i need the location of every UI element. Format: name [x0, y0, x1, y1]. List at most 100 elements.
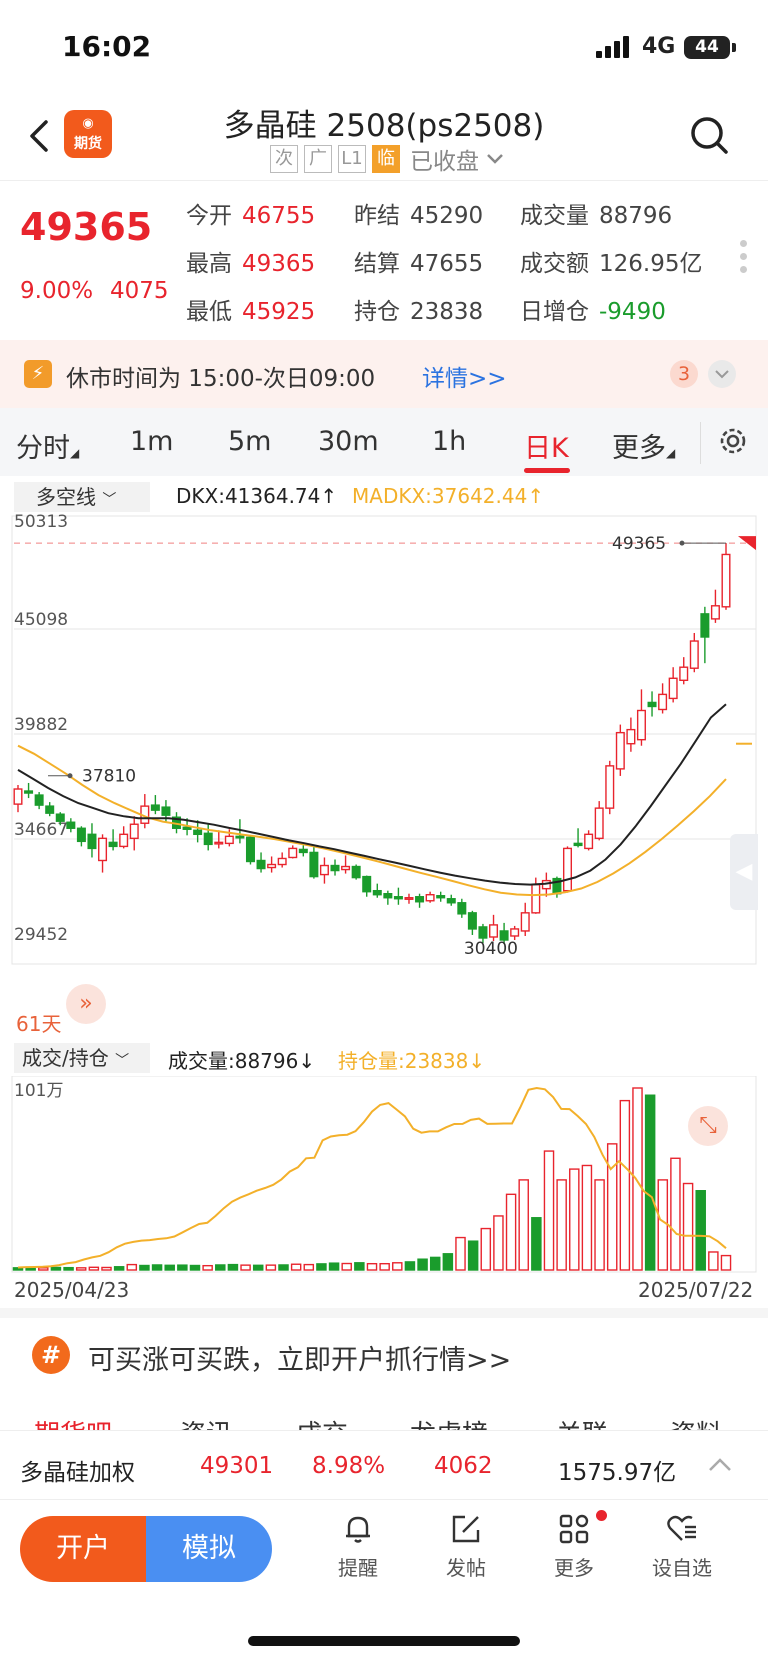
tab-timeshare[interactable]: 分时◢: [16, 426, 79, 465]
y-tick-label: 45098: [14, 610, 68, 630]
chevron-up-icon[interactable]: [706, 1453, 734, 1477]
tag-l1: L1: [338, 145, 366, 173]
volume-chart[interactable]: 101万: [0, 1076, 768, 1276]
chevron-down-icon[interactable]: [708, 360, 736, 388]
volume-bar: [290, 1263, 302, 1271]
tab-30m[interactable]: 30m: [318, 426, 379, 457]
volume-bar: [303, 1263, 315, 1271]
gear-icon[interactable]: [716, 424, 750, 458]
candle-body: [467, 912, 477, 930]
nav-alert[interactable]: 提醒: [318, 1512, 398, 1581]
futures-logo: ◉ 期货: [64, 110, 112, 158]
indicator-selector[interactable]: 多空线 ﹀: [14, 482, 150, 512]
logo-mark-icon: ◉: [82, 116, 94, 131]
candle-body: [404, 897, 414, 900]
volume-selector[interactable]: 成交/持仓 ﹀: [14, 1043, 150, 1073]
candle-body: [584, 833, 594, 850]
tab-separator: [700, 422, 701, 464]
candle-body: [415, 896, 425, 903]
open-account-button[interactable]: 开户: [20, 1516, 146, 1582]
tab-1m[interactable]: 1m: [130, 426, 174, 457]
candle-body: [119, 833, 129, 848]
candle-body: [193, 829, 203, 836]
nav-label: 更多: [554, 1556, 594, 1580]
side-panel-handle[interactable]: ◀: [730, 834, 758, 910]
quote-value: 126.95亿: [599, 251, 703, 277]
tab-profile[interactable]: 资料: [670, 1414, 722, 1430]
candle-body: [351, 865, 361, 879]
volume-frame: [11, 1076, 757, 1273]
tab-news[interactable]: 资讯: [180, 1414, 232, 1430]
quote-value: 47655: [410, 251, 484, 277]
volume-bar: [720, 1254, 732, 1271]
change-amount: 4075: [110, 278, 169, 304]
network-type: 4G: [642, 34, 676, 59]
last-price-label: 49365: [612, 534, 666, 554]
last-price-pointer-dot: [679, 540, 685, 546]
candle-body: [689, 640, 699, 669]
volume-bar: [531, 1217, 542, 1271]
tab-dragon-tiger[interactable]: 龙虎榜: [410, 1414, 488, 1430]
quote-value: -9490: [599, 299, 666, 325]
volume-bar: [151, 1264, 163, 1271]
tab-related[interactable]: 关联: [556, 1414, 608, 1430]
promo-open-account-link[interactable]: 可买涨可买跌，立即开户抓行情>>: [88, 1345, 512, 1376]
quote-label: 结算: [354, 251, 400, 277]
volume-bar: [38, 1267, 49, 1271]
section-divider: [0, 1308, 768, 1318]
candle-body: [214, 841, 224, 845]
expand-arrows-icon[interactable]: »: [66, 984, 106, 1024]
nav-more[interactable]: 更多: [534, 1510, 614, 1581]
notice-details-link[interactable]: 详情>>: [422, 366, 507, 392]
candlestick-chart[interactable]: 50313 45098 39882 34667 29452 49365 37810 30400: [0, 514, 768, 1034]
volume-bar: [63, 1266, 74, 1271]
volume-bar: [480, 1227, 492, 1271]
open-interest-value: 持仓量:23838↓: [338, 1049, 486, 1073]
nav-post[interactable]: 发帖: [426, 1512, 506, 1581]
quote-field: 结算 47655: [354, 244, 483, 278]
status-time: 16:02: [62, 30, 152, 63]
quote-label: 持仓: [354, 299, 400, 325]
weighted-index-bar[interactable]: 多晶硅加权 49301 8.98% 4062 1575.97亿: [0, 1430, 768, 1500]
tab-1h[interactable]: 1h: [432, 426, 467, 457]
candle-body: [288, 847, 298, 859]
index-price: 49301: [200, 1453, 274, 1479]
market-status[interactable]: 已收盘: [410, 149, 479, 175]
tab-5m[interactable]: 5m: [228, 426, 272, 457]
quote-value: 46755: [242, 203, 316, 229]
volume-max-label: 101万: [14, 1081, 63, 1101]
candle-body: [267, 863, 277, 869]
y-tick-label: 29452: [14, 925, 68, 945]
battery-icon: 44: [684, 36, 730, 59]
index-change-percent: 8.98%: [312, 1453, 386, 1479]
x-axis-start-date: 2025/04/23: [14, 1278, 130, 1302]
candle-body: [562, 847, 572, 892]
tab-daily[interactable]: 日K: [524, 433, 569, 464]
madkx-line: [17, 744, 727, 897]
tab-trades[interactable]: 成交: [296, 1414, 348, 1430]
tab-more[interactable]: 更多◢: [612, 426, 675, 465]
index-amount: 1575.97亿: [558, 1460, 677, 1486]
volume-bar: [354, 1262, 365, 1271]
tab-forum[interactable]: 期货吧: [34, 1414, 112, 1430]
volume-bar: [189, 1264, 201, 1271]
back-arrow-icon[interactable]: [26, 118, 54, 154]
quote-field: 最低 45925: [186, 292, 315, 326]
quote-field: 今开 46755: [186, 196, 315, 230]
max-pointer-dot: [67, 773, 73, 779]
simulate-button[interactable]: 模拟: [146, 1516, 272, 1582]
candle-body: [235, 835, 245, 839]
y-tick-label: 39882: [14, 715, 68, 735]
madkx-value: MADKX:37642.44↑: [352, 484, 545, 508]
search-icon[interactable]: [688, 114, 730, 156]
chart-frame: [11, 515, 757, 965]
candle-body: [24, 790, 34, 794]
nav-watchlist[interactable]: 设自选: [642, 1512, 722, 1581]
candle-body: [658, 693, 668, 711]
volume-bar: [644, 1094, 656, 1271]
candle-body: [256, 859, 266, 870]
fullscreen-icon[interactable]: ⤡: [688, 1106, 728, 1146]
quote-label: 日增仓: [520, 299, 589, 325]
more-fields-icon[interactable]: [740, 240, 748, 279]
chevron-down-icon[interactable]: [485, 152, 505, 166]
